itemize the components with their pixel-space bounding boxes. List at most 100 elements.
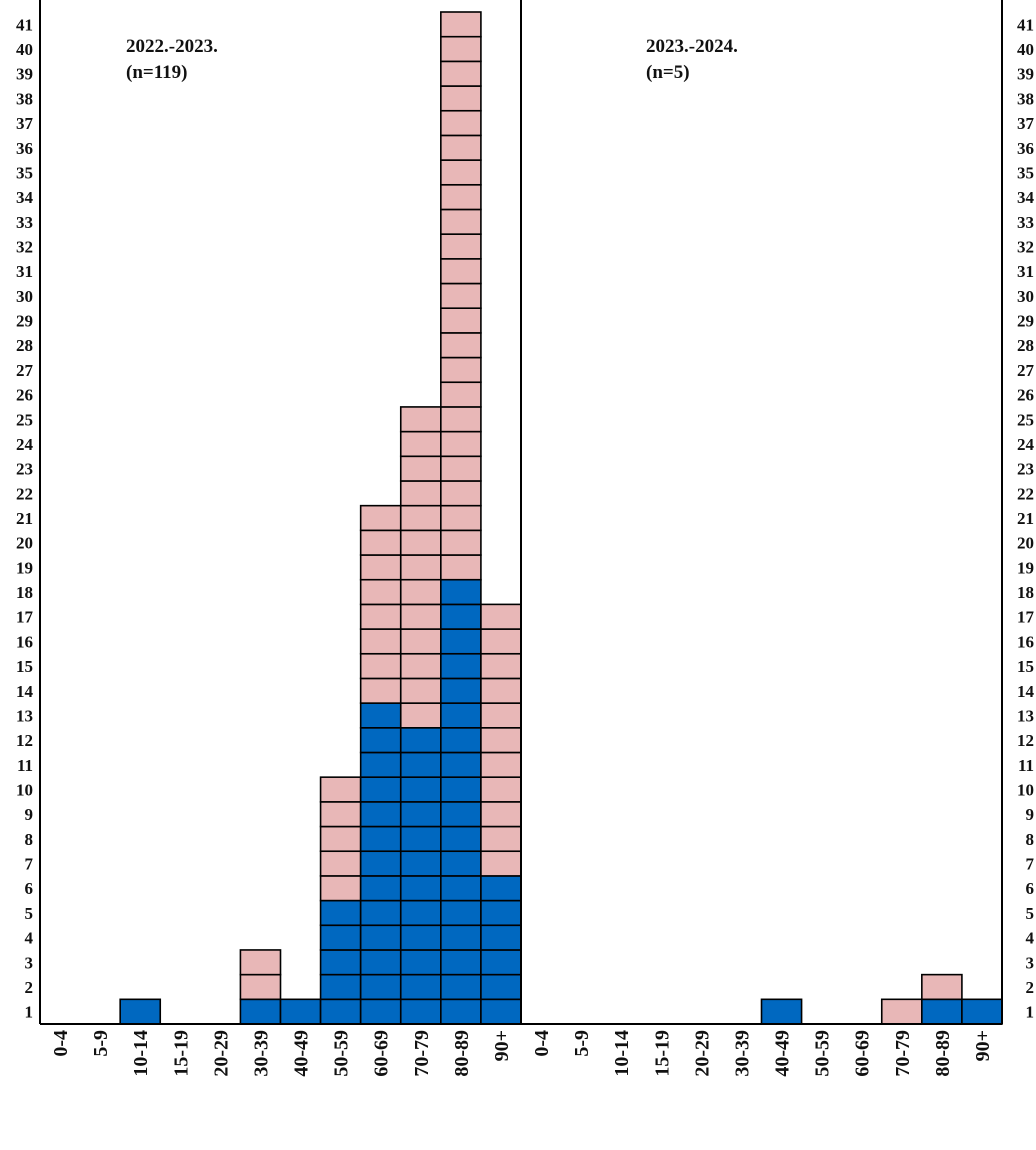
- bar-block-p1-90+-s1: [480, 751, 522, 778]
- x-tick-labels: 0-4 5-9 10-14 15-19 20-29 30-39 40-49 50-59 60-6…: [50, 1030, 994, 1077]
- y-tick-label-left: 41: [16, 15, 33, 34]
- bar-block-p1-70-79-s0: [399, 726, 442, 754]
- y-tick-label-right: 34: [1017, 188, 1035, 207]
- bar-block-p1-80-89-s1: [440, 85, 482, 112]
- x-tick-label: 20-29: [691, 1030, 713, 1077]
- y-tick-label-left: 38: [16, 89, 33, 108]
- y-tick-label-right: 29: [1017, 312, 1034, 331]
- bar-block-p1-60-69-s1: [359, 529, 402, 556]
- bar-block-p1-30-39-s0: [239, 998, 282, 1025]
- x-tick-label: 0-4: [531, 1030, 553, 1057]
- y-tick-label-left: 10: [16, 781, 33, 800]
- bar-block-p1-70-79-s0: [399, 899, 442, 927]
- bar-block-p1-90+-s1: [480, 628, 522, 655]
- x-tick-label: 50-59: [812, 1030, 834, 1077]
- bar-block-p1-70-79-s0: [399, 751, 442, 778]
- y-tick-label-left: 39: [16, 65, 33, 84]
- bar-block-p1-80-89-s1: [440, 183, 482, 211]
- y-tick-label-right: 37: [1017, 114, 1035, 133]
- y-tick-label-left: 5: [25, 904, 34, 923]
- bar-block-p1-80-89-s0: [440, 652, 482, 680]
- y-tick-label-right: 14: [1017, 682, 1035, 701]
- bars-layer: [119, 11, 1003, 1025]
- y-tick-label-left: 12: [16, 731, 33, 750]
- bar-block-p1-70-79-s1: [399, 480, 442, 507]
- bar-block-p1-60-69-s0: [359, 973, 402, 1001]
- axes-frame: [39, 0, 1003, 1025]
- bar-block-p1-60-69-s0: [359, 875, 402, 902]
- bar-block-p1-50-59-s0: [319, 973, 362, 1001]
- bar-block-p1-60-69-s0: [359, 726, 402, 754]
- bar-block-p1-60-69-s1: [359, 578, 402, 606]
- y-tick-label-right: 19: [1017, 558, 1034, 577]
- y-tick-label-left: 14: [16, 682, 34, 701]
- x-tick-label: 90+: [491, 1030, 513, 1061]
- y-tick-label-right: 13: [1017, 706, 1034, 725]
- bar-block-p2-90+-s0: [961, 998, 1003, 1025]
- y-tick-label-right: 6: [1026, 879, 1035, 898]
- bar-block-p1-90+-s0: [480, 875, 522, 902]
- x-tick-label: 5-9: [571, 1030, 593, 1057]
- bar-block-p1-60-69-s0: [359, 899, 402, 927]
- y-tick-label-left: 24: [16, 435, 34, 454]
- y-tick-label-left: 35: [16, 163, 33, 182]
- y-tick-label-right: 32: [1017, 237, 1034, 256]
- y-tick-label-left: 8: [25, 830, 34, 849]
- bar-block-p1-90+-s1: [480, 726, 522, 754]
- bar-block-p1-60-69-s1: [359, 603, 402, 630]
- bar-block-p1-60-69-s0: [359, 825, 402, 853]
- x-tick-label: 15-19: [170, 1030, 192, 1077]
- bar-block-p1-80-89-s1: [440, 332, 482, 359]
- y-tick-label-left: 36: [16, 139, 33, 158]
- bar-block-p1-30-39-s1: [239, 973, 282, 1001]
- bar-block-p1-90+-s0: [480, 949, 522, 976]
- bar-block-p1-90+-s1: [480, 801, 522, 828]
- y-tick-label-left: 19: [16, 558, 33, 577]
- x-tick-label: 70-79: [411, 1030, 433, 1077]
- bar-block-p1-80-89-s0: [440, 998, 482, 1025]
- y-tick-label-right: 10: [1017, 781, 1034, 800]
- bar-block-p1-80-89-s0: [440, 875, 482, 902]
- x-tick-label: 90+: [972, 1030, 994, 1061]
- bar-block-p1-80-89-s1: [440, 258, 482, 285]
- bar-block-p1-90+-s0: [480, 899, 522, 927]
- y-tick-label-right: 18: [1017, 583, 1034, 602]
- bar-block-p1-80-89-s0: [440, 973, 482, 1001]
- bar-block-p1-60-69-s0: [359, 702, 402, 729]
- y-tick-label-left: 6: [25, 879, 34, 898]
- y-tick-label-left: 31: [16, 262, 33, 281]
- y-tick-label-right: 36: [1017, 139, 1034, 158]
- y-tick-label-right: 24: [1017, 435, 1035, 454]
- bar-block-p2-70-79-s1: [880, 998, 923, 1025]
- bar-block-p1-60-69-s1: [359, 677, 402, 704]
- y-tick-label-left: 33: [16, 213, 33, 232]
- y-tick-label-right: 4: [1026, 929, 1035, 948]
- bar-block-p1-80-89-s1: [440, 307, 482, 334]
- bar-block-p1-10-14-s0: [119, 998, 162, 1025]
- y-tick-label-left: 16: [16, 632, 33, 651]
- bar-block-p1-80-89-s1: [440, 233, 482, 260]
- y-tick-label-left: 40: [16, 40, 33, 59]
- bar-block-p1-60-69-s0: [359, 949, 402, 976]
- y-tick-label-right: 12: [1017, 731, 1034, 750]
- bar-block-p1-90+-s1: [480, 677, 522, 704]
- bar-block-p1-80-89-s0: [440, 924, 482, 951]
- bar-block-p1-60-69-s1: [359, 652, 402, 680]
- y-tick-label-left: 23: [16, 460, 33, 479]
- bar-block-p1-80-89-s0: [440, 751, 482, 778]
- panel-2-title: 2023.-2024.: [646, 36, 738, 57]
- bar-block-p1-80-89-s1: [440, 480, 482, 507]
- bar-block-p1-80-89-s1: [440, 35, 482, 63]
- x-tick-label: 60-69: [852, 1030, 874, 1077]
- y-tick-label-right: 40: [1017, 40, 1034, 59]
- y-tick-label-left: 21: [16, 509, 33, 528]
- y-tick-label-right: 20: [1017, 534, 1034, 553]
- x-tick-label: 50-59: [331, 1030, 353, 1077]
- bar-block-p1-90+-s1: [480, 825, 522, 853]
- bar-block-p1-60-69-s1: [359, 554, 402, 581]
- bar-block-p1-90+-s1: [480, 603, 522, 630]
- bar-block-p1-80-89-s0: [440, 603, 482, 630]
- x-tick-label: 60-69: [371, 1030, 393, 1077]
- panel-1-subtitle: (n=119): [126, 62, 188, 83]
- bar-block-p1-90+-s0: [480, 924, 522, 951]
